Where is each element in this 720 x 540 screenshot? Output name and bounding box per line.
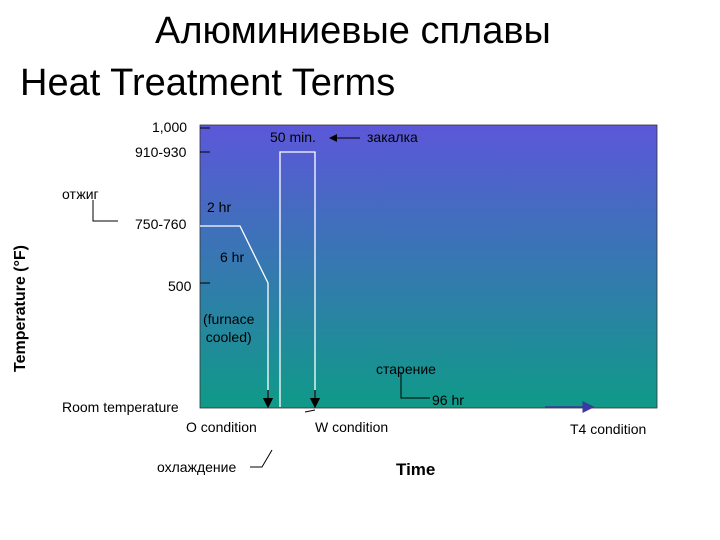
annealing-callout [92,200,118,222]
title-ru: Алюминиевые сплавы [155,10,551,52]
annealing-curve [200,225,269,407]
annealing-label: отжиг [62,186,99,202]
x-axis-label: Time [396,460,436,479]
quench-curve [279,151,316,407]
tick-label-750: 750-760 [135,216,187,232]
w-condition-label: W condition [315,419,389,435]
title-en: Heat Treatment Terms [20,62,396,104]
furnace-cooled-label: (furnace cooled) [203,311,255,345]
hold-6hr-label: 6 hr [220,249,245,265]
w-condition-leader [304,409,316,413]
y-axis-label: Temperature (°F) [12,244,29,372]
aging-callout [400,372,430,399]
quenching-label: закалка [367,129,418,145]
tick-label-910: 910-930 [135,144,187,160]
hold-2hr-label: 2 hr [207,199,232,215]
t4-condition-label: T4 condition [570,421,647,437]
cooling-leader [250,449,273,468]
plot-area [199,124,658,409]
aging-time-label: 96 hr [432,392,464,408]
tick-label-1000: 1,000 [152,119,188,135]
quench-time-label: 50 min. [270,129,316,145]
aging-label: старение [376,361,436,377]
cooling-label: охлаждение [157,459,237,475]
room-temperature-label: Room temperature [62,399,179,415]
o-condition-label: O condition [186,419,257,435]
tick-label-500: 500 [168,278,192,294]
